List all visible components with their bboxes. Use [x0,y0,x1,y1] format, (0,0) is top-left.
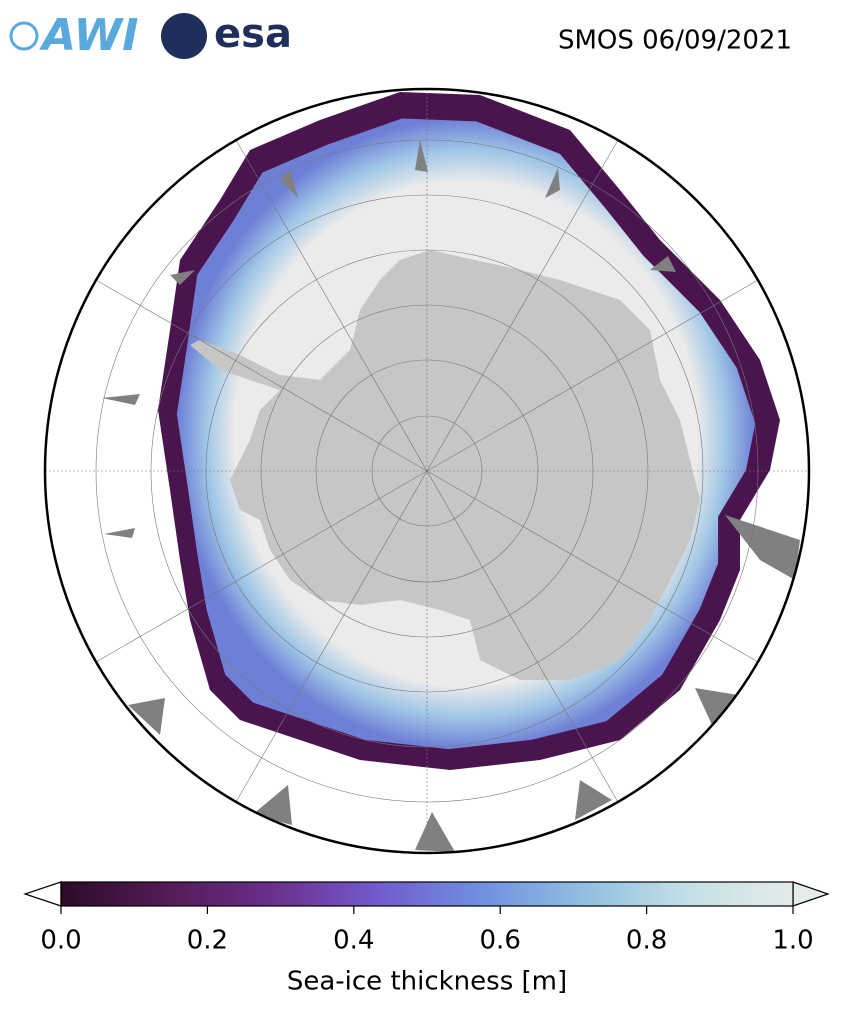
title: SMOS 06/09/2021 [558,26,792,56]
awi-logo: AWI [39,10,139,61]
colorbar-tick-label: 0.2 [187,926,228,956]
esa-logo: esa [214,11,292,57]
colorbar-body [60,881,794,907]
colorbar-label: Sea-ice thickness [m] [287,967,567,997]
esa-mark [161,13,207,59]
antarctica [190,250,700,680]
map [45,89,809,853]
colorbar-tick-label: 1.0 [772,926,813,956]
colorbar-tick-label: 0.8 [626,926,667,956]
graticule [45,89,809,853]
colorbar-tick-label: 0.4 [333,926,374,956]
colorbar-under [23,881,62,907]
logos: AWI esa [9,10,292,61]
awi-globe [9,21,39,51]
colorbar-over [792,881,830,907]
map-frame [43,87,811,855]
colorbar-tick-label: 0.0 [40,926,81,956]
colorbar-tick-label: 0.6 [480,926,521,956]
colorbar: 0.0 0.2 0.4 0.6 0.8 1.0 [23,881,830,956]
